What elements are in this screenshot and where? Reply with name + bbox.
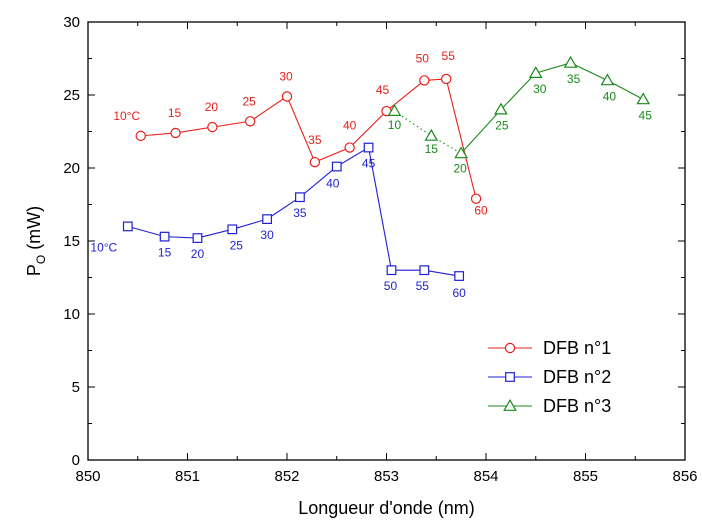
data-point-label: 30 bbox=[260, 228, 274, 242]
data-point-label: 15 bbox=[168, 106, 182, 120]
data-point-label: 40 bbox=[343, 119, 357, 133]
legend-marker bbox=[503, 398, 517, 411]
legend-label: DFB n°2 bbox=[543, 367, 611, 387]
legend-label: DFB n°3 bbox=[543, 396, 611, 416]
y-tick-label: 20 bbox=[63, 160, 80, 177]
data-point bbox=[344, 142, 355, 153]
y-axis-title-subscript: O bbox=[34, 255, 48, 264]
y-axis-title: PO (mW) bbox=[24, 206, 48, 276]
data-point-label: 40 bbox=[326, 177, 340, 191]
data-point bbox=[494, 102, 508, 115]
data-point-label: 55 bbox=[442, 49, 456, 63]
data-point bbox=[295, 192, 305, 203]
data-point-label: 30 bbox=[533, 82, 547, 96]
y-axis-title-unit: (mW) bbox=[24, 206, 44, 255]
data-point-label: 35 bbox=[567, 72, 581, 86]
series-dfb-3: 10 15 20 25 30 35 40 45 bbox=[387, 55, 653, 175]
data-point-label: 10°C bbox=[113, 109, 140, 123]
legend-item-dfb-2: DFB n°2 bbox=[488, 367, 611, 387]
data-point-label: 20 bbox=[191, 247, 205, 261]
y-axis-ticks: 0 5 10 15 20 25 30 bbox=[63, 14, 685, 469]
data-point-label: 35 bbox=[293, 206, 307, 220]
data-point-label: 60 bbox=[474, 204, 488, 218]
y-tick-label: 30 bbox=[63, 14, 80, 31]
data-point-label: 45 bbox=[639, 108, 653, 122]
y-tick-label: 0 bbox=[72, 452, 80, 469]
data-point-label: 45 bbox=[376, 83, 390, 97]
data-point bbox=[454, 271, 465, 281]
data-point bbox=[244, 116, 256, 127]
data-point-label: 25 bbox=[495, 119, 509, 133]
data-point-label: 45 bbox=[362, 157, 376, 171]
data-point bbox=[262, 214, 272, 225]
data-point-label: 35 bbox=[308, 133, 322, 147]
data-point bbox=[419, 75, 430, 86]
data-point-label: 50 bbox=[416, 51, 430, 65]
data-point bbox=[636, 92, 651, 105]
data-point bbox=[207, 121, 218, 133]
data-point-label: 20 bbox=[205, 100, 219, 114]
legend-marker bbox=[504, 342, 516, 354]
data-point-label: 15 bbox=[425, 142, 439, 156]
data-point bbox=[386, 265, 397, 276]
data-point bbox=[441, 73, 452, 85]
y-tick-label: 25 bbox=[63, 87, 80, 104]
data-point bbox=[600, 73, 615, 86]
data-point bbox=[192, 233, 203, 243]
data-point-label: 30 bbox=[279, 69, 293, 83]
legend-label: DFB n°1 bbox=[543, 338, 611, 358]
data-point bbox=[227, 224, 238, 235]
series-layer: 10°C 15 20 25 30 35 40 45 50 55 60 10°C 15 20 25 30 35 40… bbox=[90, 49, 652, 300]
data-point bbox=[170, 127, 181, 139]
x-axis-title: Longueur d'onde (nm) bbox=[298, 498, 475, 518]
data-point bbox=[281, 91, 293, 102]
y-tick-label: 10 bbox=[63, 306, 80, 323]
data-point bbox=[563, 55, 578, 68]
legend: DFB n°1 DFB n°2 DFB n°3 bbox=[488, 338, 611, 416]
data-point bbox=[387, 104, 402, 116]
y-tick-label: 15 bbox=[63, 233, 80, 250]
x-tick-label: 855 bbox=[573, 468, 598, 485]
data-point bbox=[363, 142, 374, 153]
data-point bbox=[424, 128, 439, 141]
data-point-label: 40 bbox=[603, 89, 617, 103]
data-point bbox=[470, 193, 482, 204]
data-point-label: 55 bbox=[416, 279, 430, 293]
data-point bbox=[331, 161, 342, 172]
series-dfb-2: 10°C 15 20 25 30 35 40 45 50 55 60 bbox=[90, 142, 466, 300]
x-axis-ticks: 850 851 852 853 854 855 856 bbox=[75, 22, 698, 485]
data-point-label: 15 bbox=[158, 246, 172, 260]
data-point-label: 10°C bbox=[90, 240, 117, 254]
x-tick-label: 853 bbox=[374, 468, 399, 485]
y-tick-label: 5 bbox=[72, 379, 80, 396]
x-tick-label: 852 bbox=[274, 468, 299, 485]
data-point bbox=[135, 130, 146, 142]
x-tick-label: 850 bbox=[75, 468, 100, 485]
data-point bbox=[528, 66, 543, 79]
legend-marker bbox=[505, 372, 515, 382]
data-point-label: 25 bbox=[243, 94, 257, 108]
legend-item-dfb-1: DFB n°1 bbox=[488, 338, 611, 358]
data-point bbox=[309, 156, 321, 168]
data-point-label: 20 bbox=[453, 161, 467, 175]
series-line-dotted bbox=[394, 110, 462, 154]
data-point bbox=[454, 146, 468, 159]
data-point bbox=[159, 231, 170, 242]
series-line bbox=[460, 62, 644, 154]
data-point-label: 60 bbox=[452, 286, 466, 300]
x-tick-label: 856 bbox=[672, 468, 697, 485]
x-tick-label: 854 bbox=[473, 468, 498, 485]
x-tick-label: 851 bbox=[175, 468, 200, 485]
series-dfb-1: 10°C 15 20 25 30 35 40 45 50 55 60 bbox=[113, 49, 488, 218]
data-point bbox=[419, 265, 430, 276]
data-point-label: 50 bbox=[384, 279, 398, 293]
data-point-label: 25 bbox=[230, 238, 244, 252]
data-point bbox=[122, 221, 133, 232]
y-axis-title-main: P bbox=[24, 264, 44, 276]
data-point-label: 10 bbox=[388, 118, 402, 132]
legend-item-dfb-3: DFB n°3 bbox=[488, 396, 611, 416]
